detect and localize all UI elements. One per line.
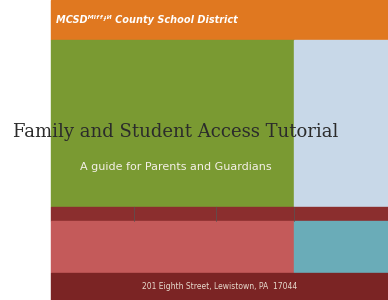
Bar [217, 207, 294, 220]
Bar [52, 40, 294, 207]
Text: A guide for Parents and Guardians: A guide for Parents and Guardians [80, 161, 272, 172]
Bar [52, 220, 294, 273]
Bar [134, 207, 217, 220]
Text: Family and Student Access Tutorial: Family and Student Access Tutorial [13, 123, 339, 141]
Bar [294, 220, 388, 273]
Text: MCSDᴹᴵᶠᶠᶡᴻ County School District: MCSDᴹᴵᶠᶠᶡᴻ County School District [57, 15, 238, 25]
Text: 201 Eighth Street, Lewistown, PA  17044: 201 Eighth Street, Lewistown, PA 17044 [142, 282, 297, 291]
Bar [52, 273, 388, 300]
Bar [294, 207, 388, 220]
Bar [52, 0, 388, 40]
Bar [52, 207, 134, 220]
Bar [294, 40, 388, 207]
